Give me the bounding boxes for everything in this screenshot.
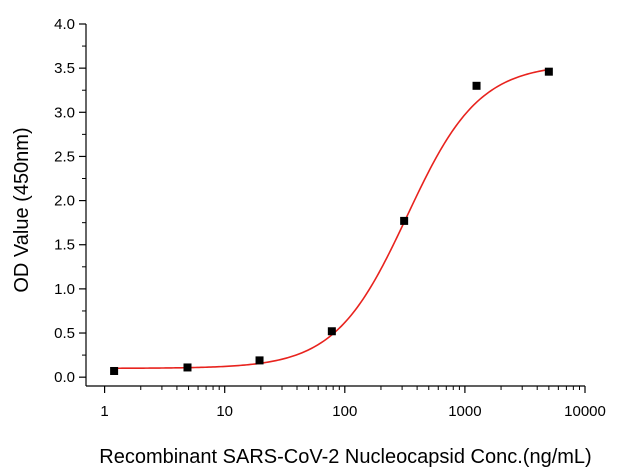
y-tick-label: 2.0 bbox=[54, 193, 75, 210]
points-layer bbox=[110, 67, 553, 375]
y-tick-label: 1.0 bbox=[54, 281, 75, 298]
y-tick-label: 2.5 bbox=[54, 148, 75, 165]
data-point bbox=[327, 327, 336, 336]
data-point bbox=[183, 363, 192, 372]
data-point bbox=[255, 356, 264, 365]
y-tick-label: 0.5 bbox=[54, 325, 75, 342]
x-tick-label: 1 bbox=[100, 403, 108, 420]
data-point bbox=[544, 67, 553, 76]
y-tick-label: 0.0 bbox=[54, 369, 75, 386]
x-tick-label: 10000 bbox=[564, 403, 606, 420]
y-tick-label: 3.0 bbox=[54, 104, 75, 121]
y-tick-label: 3.5 bbox=[54, 60, 75, 77]
y-tick-label: 4.0 bbox=[54, 16, 75, 33]
data-point bbox=[472, 81, 481, 90]
y-axis-title: OD Value (450nm) bbox=[11, 127, 33, 292]
ticks-layer bbox=[79, 23, 586, 393]
x-axis-title: Recombinant SARS-CoV-2 Nucleocapsid Conc… bbox=[99, 446, 591, 468]
x-tick-label: 100 bbox=[332, 403, 357, 420]
data-point bbox=[110, 366, 119, 375]
x-tick-label: 10 bbox=[216, 403, 233, 420]
x-tick-label: 1000 bbox=[448, 403, 481, 420]
fit-curve bbox=[114, 68, 549, 370]
data-point bbox=[400, 216, 409, 225]
labels-layer: 0.0 0.5 1.0 1.5 2.0 2.5 3.0 3.5 4.0 1 10 100 1000 100… bbox=[54, 16, 606, 420]
axes-layer bbox=[85, 24, 585, 387]
y-tick-label: 1.5 bbox=[54, 237, 75, 254]
